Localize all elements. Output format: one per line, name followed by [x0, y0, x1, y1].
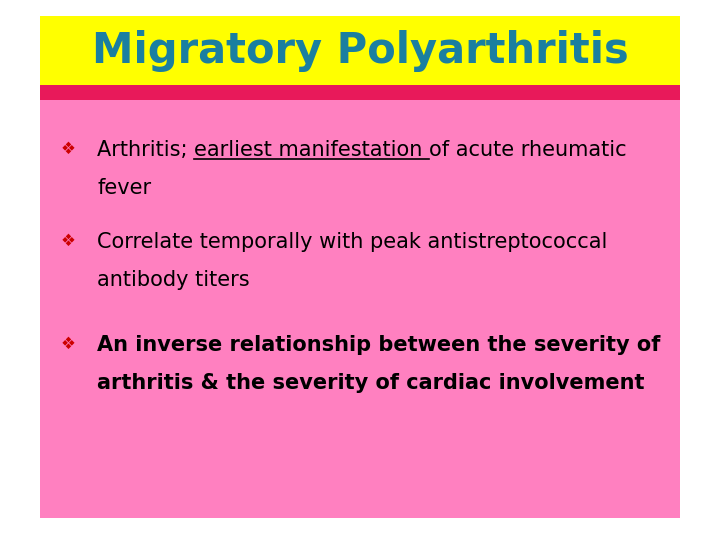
Text: Arthritis;: Arthritis; — [97, 140, 194, 160]
Text: ❖: ❖ — [61, 232, 76, 250]
Text: ❖: ❖ — [61, 335, 76, 353]
Bar — [40, 85, 680, 100]
Text: Migratory Polyarthritis: Migratory Polyarthritis — [91, 30, 629, 72]
Bar — [40, 16, 680, 86]
Text: Correlate temporally with peak antistreptococcal: Correlate temporally with peak antistrep… — [97, 232, 608, 252]
Text: ❖: ❖ — [61, 140, 76, 158]
Text: earliest manifestation: earliest manifestation — [194, 140, 429, 160]
Text: An inverse relationship between the severity of: An inverse relationship between the seve… — [97, 335, 660, 355]
Text: fever: fever — [97, 178, 151, 198]
Bar — [40, 100, 680, 518]
Text: antibody titers: antibody titers — [97, 270, 250, 290]
Text: arthritis & the severity of cardiac involvement: arthritis & the severity of cardiac invo… — [97, 373, 644, 393]
Text: of acute rheumatic: of acute rheumatic — [429, 140, 627, 160]
